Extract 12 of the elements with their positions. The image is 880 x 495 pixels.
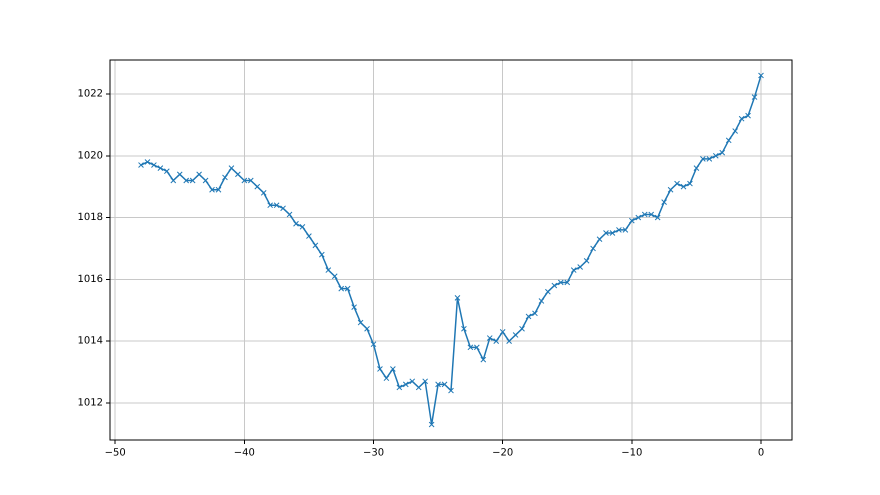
y-tick-label: 1016 — [78, 274, 103, 285]
x-tick-label: −20 — [492, 448, 514, 459]
x-tick-label: 0 — [758, 448, 764, 459]
x-tick-label: −50 — [104, 448, 126, 459]
y-tick-label: 1014 — [78, 336, 103, 347]
y-tick-label: 1022 — [78, 88, 103, 100]
x-tick-label: −10 — [621, 448, 642, 459]
y-tick-label: 1018 — [78, 212, 103, 224]
x-tick-label: −30 — [362, 448, 384, 459]
y-tick-label: 1012 — [78, 398, 103, 409]
y-tick-label: 1020 — [78, 150, 103, 162]
x-tick-label: −40 — [234, 448, 255, 459]
